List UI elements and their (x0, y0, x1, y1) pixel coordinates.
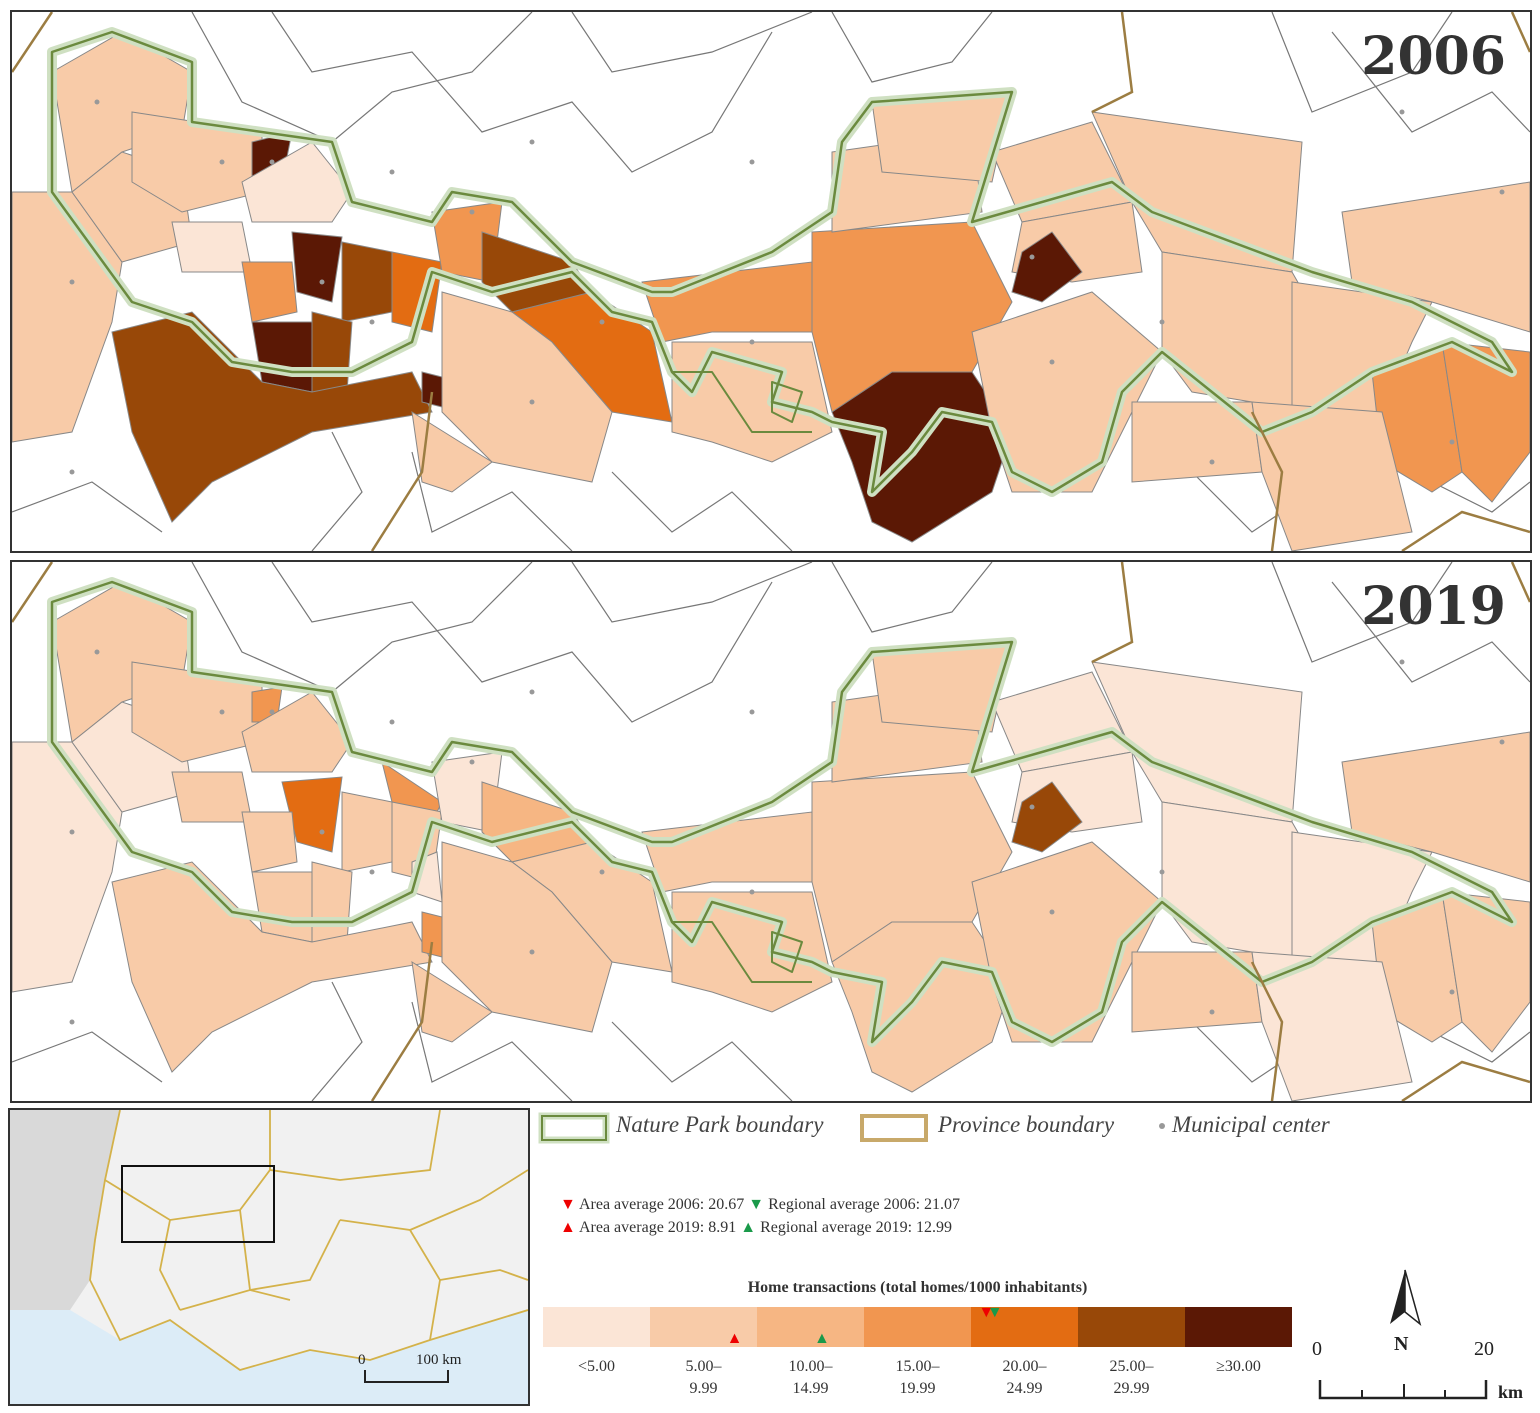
municipalities-2019-east (641, 641, 1530, 1101)
color-scale-bin (650, 1307, 757, 1347)
map-panel-2006: 2006 (10, 10, 1532, 553)
province-boundary-2019 (12, 562, 1530, 1101)
color-scale-bin-label: 20.00– 24.99 (971, 1356, 1078, 1400)
color-scale-bin (1185, 1307, 1292, 1347)
north-arrow-icon (1390, 1269, 1422, 1327)
bin-label-line1: 20.00– (1002, 1358, 1047, 1375)
year-label-2006: 2006 (1361, 26, 1506, 87)
nature-park-boundary-2019 (47, 577, 1517, 1047)
municipal-centers-2019 (69, 649, 1505, 1025)
inset-province-lines (89, 1110, 528, 1371)
nature-park-boundary-2006 (47, 27, 1517, 497)
average-marker-area_2006: ▼ (978, 1304, 995, 1321)
average-marker-regional_2019: ▲ (813, 1330, 830, 1347)
color-scale-bin-label: <5.00 (543, 1356, 650, 1378)
municipal-lines (12, 562, 1530, 1101)
color-scale-bin-label: 5.00– 9.99 (650, 1356, 757, 1400)
municipalities-2019 (12, 581, 673, 1073)
inset-locator-map: 0 100 km (8, 1108, 530, 1406)
nature-park-legend-label: Nature Park boundary (616, 1112, 824, 1137)
color-scale-bin-label: ≥30.00 (1185, 1356, 1292, 1378)
bin-label-line1: 15.00– (895, 1358, 940, 1375)
choropleth-2006 (12, 12, 1530, 551)
bin-label-line2: 29.99 (1113, 1380, 1150, 1397)
area-average-2019: ▲ Area average 2019: 8.91 ▲ Regional ave… (560, 1219, 953, 1236)
province-legend-icon (860, 1114, 928, 1142)
color-scale-title: Home transactions (total homes/1000 inha… (747, 1279, 1088, 1296)
scale-bar-unit: km (1498, 1382, 1524, 1402)
down-triangle-icon: ▼ (748, 1196, 765, 1213)
up-triangle-icon: ▲ (560, 1219, 576, 1236)
color-scale-bin (543, 1307, 650, 1347)
municipalities-2006-east (641, 91, 1530, 551)
color-scale-bin (757, 1307, 864, 1347)
color-scale-bin-label: 15.00– 19.99 (864, 1356, 971, 1400)
north-label: N (1394, 1333, 1409, 1355)
color-scale-bin (971, 1307, 1078, 1347)
bin-label-line2: 19.99 (899, 1380, 936, 1397)
area-average-2006: ▼ Area average 2006: 20.67 ▼ Regional av… (560, 1196, 961, 1213)
bin-label-line2: 9.99 (689, 1380, 718, 1397)
map-panel-2019: 2019 (10, 560, 1532, 1103)
average-marker-area_2019: ▲ (726, 1330, 743, 1347)
up-triangle-icon: ▲ (740, 1219, 757, 1236)
study-area-box (121, 1165, 275, 1243)
bin-label-line2: 24.99 (1006, 1380, 1043, 1397)
inset-scalebar (364, 1370, 449, 1383)
nature-park-legend-icon (538, 1112, 610, 1144)
municipal-center-legend-icon (1159, 1123, 1165, 1129)
municipal-centers-2006 (69, 99, 1505, 475)
scale-bar-end: 20 (1474, 1338, 1494, 1360)
year-label-2019: 2019 (1361, 576, 1506, 637)
color-scale-bin (864, 1307, 971, 1347)
bin-label-line1: <5.00 (577, 1358, 616, 1375)
choropleth-2019 (12, 562, 1530, 1101)
color-scale-bin (1078, 1307, 1185, 1347)
province-legend-label: Province boundary (938, 1112, 1115, 1137)
inset-map (10, 1110, 528, 1404)
inset-scale-zero: 0 (358, 1352, 366, 1368)
color-scale-bin-label: 10.00– 14.99 (757, 1356, 864, 1400)
municipal-center-legend-label: Municipal center (1172, 1112, 1330, 1137)
average-marker-regional_2006: ▼ (986, 1304, 1003, 1321)
bin-label-line1: 5.00– (685, 1358, 722, 1375)
down-triangle-icon: ▼ (560, 1196, 576, 1213)
scale-bar-start: 0 (1312, 1338, 1322, 1360)
color-scale-bin-label: 25.00– 29.99 (1078, 1356, 1185, 1400)
inset-scale-label: 100 km (416, 1352, 462, 1368)
bin-label-line1: 25.00– (1109, 1358, 1154, 1375)
province-boundary-2006 (12, 12, 1530, 551)
bin-label-line2: 14.99 (792, 1380, 829, 1397)
scale-bar (1318, 1380, 1488, 1400)
bin-label-line1: ≥30.00 (1216, 1358, 1261, 1375)
bin-label-line1: 10.00– (788, 1358, 833, 1375)
